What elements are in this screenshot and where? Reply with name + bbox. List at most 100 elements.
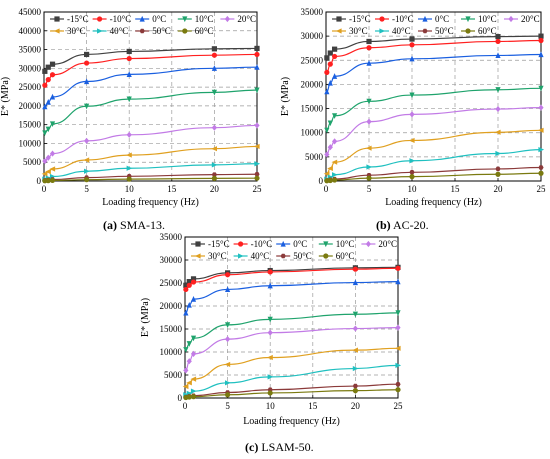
legend-label: 30°C [67, 26, 86, 36]
data-point [190, 335, 197, 342]
data-point [126, 71, 132, 77]
data-point [211, 46, 217, 52]
data-point [182, 383, 189, 390]
data-point [267, 374, 274, 380]
data-point [186, 380, 192, 386]
data-point [327, 165, 333, 172]
x-tick-label: 25 [537, 184, 547, 194]
data-point [495, 87, 501, 93]
data-point [225, 380, 231, 386]
legend-item: 60°C [318, 251, 354, 261]
legend-label: 40°C [110, 26, 129, 36]
legend-item: 10°C [461, 14, 497, 24]
caption-c: (c) LSAM-50. [245, 440, 314, 454]
legend-item: 0°C [135, 14, 166, 24]
data-point [190, 279, 197, 285]
legend-marker [336, 16, 342, 22]
data-point [408, 137, 415, 144]
plot-frame [325, 11, 542, 182]
data-point [395, 387, 401, 393]
data-point [409, 158, 416, 164]
data-point [183, 367, 189, 374]
data-point [126, 176, 132, 182]
data-point [126, 96, 132, 103]
data-point [84, 60, 90, 66]
legend-marker [422, 28, 428, 34]
data-point [267, 269, 273, 275]
data-point [254, 64, 260, 70]
legend-item: 0°C [418, 14, 449, 24]
legend-item: 40°C [375, 26, 411, 36]
x-tick-label: 10 [125, 184, 135, 194]
data-point [332, 73, 338, 79]
data-point [84, 137, 90, 144]
data-point [211, 175, 217, 181]
data-point [186, 282, 192, 288]
legend-label: -10°C [392, 14, 414, 24]
x-tick-label: 20 [351, 401, 361, 411]
data-point [42, 103, 48, 110]
data-point [366, 60, 372, 66]
legend-marker [465, 28, 471, 34]
data-point [225, 272, 231, 278]
data-point [84, 51, 90, 58]
x-tick-label: 15 [308, 401, 318, 411]
data-point [327, 177, 333, 184]
data-point [224, 361, 231, 368]
data-point [366, 118, 372, 125]
data-point [324, 69, 330, 75]
y-tick-label: 10000 [301, 128, 324, 138]
series-line [326, 39, 542, 73]
data-point [126, 152, 132, 158]
y-tick-label: 35000 [19, 45, 42, 55]
x-axis-label: Loading frequency (Hz) [243, 416, 340, 427]
legend-marker [280, 253, 286, 259]
series--10°C [183, 265, 401, 293]
x-tick-label: 20 [494, 184, 504, 194]
data-point [495, 38, 501, 45]
data-point [183, 282, 189, 288]
data-point [395, 324, 401, 331]
data-point [494, 129, 501, 135]
data-point [538, 37, 544, 44]
data-point [394, 345, 401, 351]
data-point [366, 98, 372, 105]
series-60°C [42, 175, 260, 184]
y-tick-label: 10000 [160, 347, 183, 357]
x-tick-label: 20 [210, 184, 220, 194]
x-tick-label: 10 [266, 401, 276, 411]
legend-label: 40°C [251, 251, 270, 261]
legend-label: -10°C [251, 239, 273, 249]
x-tick-label: 0 [324, 184, 329, 194]
data-point [84, 177, 90, 183]
legend-item: 20°C [220, 14, 256, 24]
legend-marker [182, 28, 188, 34]
legend-label: 50°C [152, 26, 171, 36]
legend-marker [194, 253, 201, 259]
data-point [45, 169, 51, 175]
y-tick-label: 40000 [19, 26, 42, 36]
data-point [254, 51, 260, 58]
legend-label: 40°C [392, 26, 411, 36]
data-point [49, 93, 56, 100]
series-0°C [42, 64, 260, 110]
data-point [495, 166, 501, 172]
data-point [495, 52, 501, 59]
data-point [211, 52, 217, 58]
data-point [332, 113, 338, 119]
data-point [409, 174, 415, 180]
chart-panel-1: 0 5 10 15 20 25 0 5000 10000 15000 20000 25000 30000… [280, 7, 546, 208]
y-tick-label: 35000 [160, 232, 183, 242]
legend-item: -10°C [375, 14, 414, 24]
data-point [186, 394, 192, 400]
data-point [267, 282, 273, 289]
y-tick-label: 30000 [301, 31, 324, 41]
legend-label: 30°C [208, 251, 227, 261]
legend-item: 60°C [177, 26, 213, 36]
data-point [225, 286, 231, 293]
y-tick-label: 45000 [19, 7, 42, 17]
series-line [185, 267, 399, 291]
series-line [185, 347, 399, 388]
legend-label: -15°C [208, 239, 230, 249]
data-point [537, 127, 544, 133]
